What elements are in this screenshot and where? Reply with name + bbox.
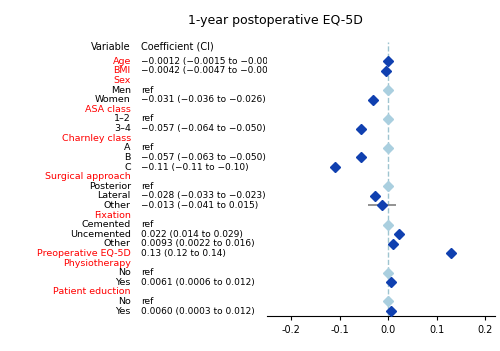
Text: 1–2: 1–2: [114, 114, 131, 124]
Text: No: No: [118, 268, 131, 277]
Text: Lateral: Lateral: [98, 191, 131, 200]
Text: −0.028 (−0.033 to −0.023): −0.028 (−0.033 to −0.023): [142, 191, 266, 200]
Text: 1-year postoperative EQ-5D: 1-year postoperative EQ-5D: [188, 14, 362, 27]
Text: ref: ref: [142, 86, 154, 95]
Text: C: C: [124, 163, 131, 172]
Text: 3–4: 3–4: [114, 124, 131, 133]
Text: Men: Men: [111, 86, 131, 95]
Text: ref: ref: [142, 143, 154, 152]
Text: Physiotherapy: Physiotherapy: [63, 259, 131, 267]
Text: 0.0061 (0.0006 to 0.012): 0.0061 (0.0006 to 0.012): [142, 278, 255, 287]
Text: −0.013 (−0.041 to 0.015): −0.013 (−0.041 to 0.015): [142, 201, 258, 210]
Text: 0.022 (0.014 to 0.029): 0.022 (0.014 to 0.029): [142, 230, 243, 239]
Text: Preoperative EQ-5D: Preoperative EQ-5D: [37, 249, 131, 258]
Text: Fixation: Fixation: [94, 211, 131, 219]
Text: Coefficient (CI): Coefficient (CI): [142, 42, 214, 52]
Text: Women: Women: [95, 95, 131, 104]
Text: −0.11 (−0.11 to −0.10): −0.11 (−0.11 to −0.10): [142, 163, 249, 172]
Text: Patient eduction: Patient eduction: [54, 287, 131, 296]
Text: Cemented: Cemented: [82, 220, 131, 229]
Text: ref: ref: [142, 268, 154, 277]
Text: Sex: Sex: [114, 76, 131, 85]
Text: −0.057 (−0.063 to −0.050): −0.057 (−0.063 to −0.050): [142, 153, 266, 162]
Text: −0.0042 (−0.0047 to −0.0036): −0.0042 (−0.0047 to −0.0036): [142, 66, 283, 75]
Text: 0.0093 (0.0022 to 0.016): 0.0093 (0.0022 to 0.016): [142, 239, 255, 249]
Text: No: No: [118, 297, 131, 306]
Text: BMI: BMI: [114, 66, 131, 75]
Text: −0.0012 (−0.0015 to −0.0009): −0.0012 (−0.0015 to −0.0009): [142, 57, 284, 66]
Text: Surgical approach: Surgical approach: [45, 172, 131, 181]
Text: Other: Other: [104, 239, 131, 249]
Text: 0.0060 (0.0003 to 0.012): 0.0060 (0.0003 to 0.012): [142, 306, 255, 316]
Text: B: B: [124, 153, 131, 162]
Text: Variable: Variable: [91, 42, 131, 52]
Text: Posterior: Posterior: [88, 182, 131, 191]
Text: ref: ref: [142, 220, 154, 229]
Text: A: A: [124, 143, 131, 152]
Text: Uncemented: Uncemented: [70, 230, 131, 239]
Text: Charnley class: Charnley class: [62, 134, 131, 143]
Text: Age: Age: [112, 57, 131, 66]
Text: ref: ref: [142, 114, 154, 124]
Text: ASA class: ASA class: [85, 105, 131, 114]
Text: Other: Other: [104, 201, 131, 210]
Text: ref: ref: [142, 297, 154, 306]
Text: ref: ref: [142, 182, 154, 191]
Text: −0.031 (−0.036 to −0.026): −0.031 (−0.036 to −0.026): [142, 95, 266, 104]
Text: −0.057 (−0.064 to −0.050): −0.057 (−0.064 to −0.050): [142, 124, 266, 133]
Text: 0.13 (0.12 to 0.14): 0.13 (0.12 to 0.14): [142, 249, 226, 258]
Text: Yes: Yes: [116, 306, 131, 316]
Text: Yes: Yes: [116, 278, 131, 287]
